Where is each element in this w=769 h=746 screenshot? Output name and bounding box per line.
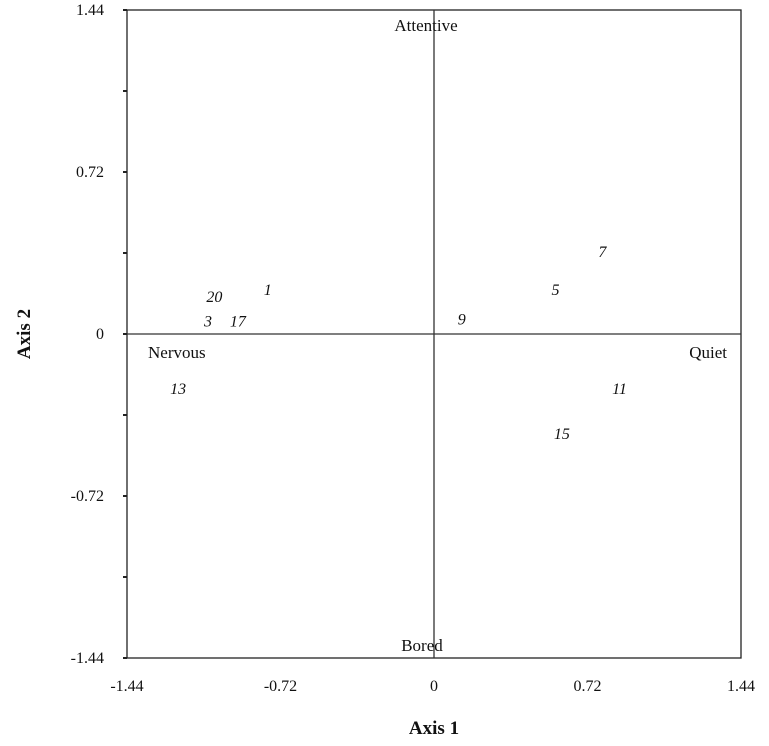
y-tick-label: 1.44 [76,2,104,19]
point-label-15: 15 [554,426,570,443]
pole-label-right: Quiet [689,343,727,362]
point-label-3: 3 [203,314,212,331]
y-tick-label: 0.72 [76,164,104,181]
y-tick-label: 0 [96,326,104,343]
x-tick-label: 0 [430,678,438,695]
point-label-1: 1 [264,282,272,299]
x-tick-label: 1.44 [727,678,755,695]
pole-labels: Attentive Bored Nervous Quiet [148,16,727,655]
ticks: 1.44 0.72 0 -0.72 -1.44 -1.44 -0.72 0 0.72 1.44 [71,2,755,695]
pole-label-bottom: Bored [401,636,443,655]
axes [127,10,741,658]
y-tick-label: -0.72 [71,488,104,505]
point-label-11: 11 [612,381,627,398]
x-tick-label: -1.44 [110,678,143,695]
y-tick-label: -1.44 [71,650,104,667]
x-tick-label: -0.72 [264,678,297,695]
point-label-9: 9 [458,311,466,328]
point-label-20: 20 [206,289,222,306]
point-label-17: 17 [230,314,247,331]
x-axis-title: Axis 1 [409,718,459,739]
point-label-7: 7 [598,244,607,261]
pole-label-top: Attentive [394,16,457,35]
y-axis-title: Axis 2 [14,309,35,359]
data-points: 1 20 3 17 9 5 7 13 11 15 [170,244,627,443]
point-label-13: 13 [170,381,186,398]
x-tick-label: 0.72 [574,678,602,695]
pole-label-left: Nervous [148,343,206,362]
point-label-5: 5 [552,282,560,299]
